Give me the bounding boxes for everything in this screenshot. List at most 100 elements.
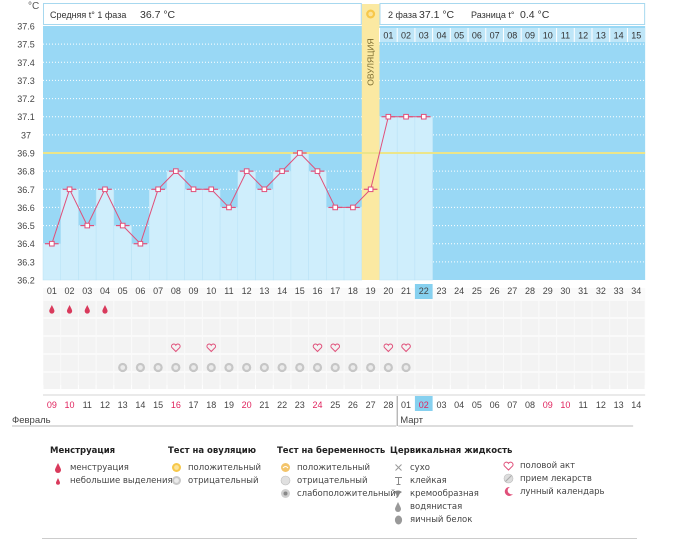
x-tick-label: 08: [171, 286, 181, 296]
date-label: 01: [401, 400, 411, 410]
x-tick-label: 09: [189, 286, 199, 296]
symptom-cell: [468, 355, 486, 371]
temp-bar: [308, 170, 327, 281]
symptom-cell: [167, 373, 185, 389]
symptom-cell: [592, 337, 610, 353]
symptom-rows: [43, 301, 645, 389]
cross-icon: [390, 463, 406, 472]
symptom-cell: [486, 373, 503, 389]
symptom-cell: [256, 337, 273, 353]
symptom-cell: [379, 301, 397, 317]
symptom-cell: [78, 337, 96, 353]
symptom-cell: [574, 337, 592, 353]
symptom-cell: [592, 373, 610, 389]
symptom-cell: [468, 373, 486, 389]
x-tick-label: 30: [560, 286, 570, 296]
symptom-cell: [503, 301, 521, 317]
symptom-cell: [450, 355, 468, 371]
x-tick-label: 28: [525, 286, 535, 296]
temp-point: [173, 168, 179, 174]
date-label: 02: [419, 400, 429, 410]
temp-point: [49, 240, 55, 247]
chart-gridlines: [43, 43, 646, 263]
phase1-box: [43, 3, 362, 25]
date-label: 12: [596, 400, 606, 410]
symptom-cell: [539, 319, 557, 335]
symptom-cell: [43, 319, 61, 335]
date-label: 14: [631, 400, 641, 410]
phase2-day-label: 05: [454, 31, 464, 41]
moon-icon: [500, 486, 516, 497]
ovulation-band: [361, 4, 380, 280]
temp-point: [420, 113, 427, 120]
temp-point: [102, 186, 108, 193]
pregnancy-positive-icon: [277, 462, 293, 473]
y-tick-label: 36.4: [17, 239, 35, 249]
x-tick-label: 16: [312, 286, 322, 296]
temp-bar: [78, 225, 97, 281]
date-label: 15: [153, 400, 163, 410]
symptom-cell: [362, 337, 379, 353]
symptom-cell: [344, 337, 362, 353]
symptom-cell: [557, 301, 574, 317]
date-label: 03: [436, 400, 446, 410]
temp-point: [403, 113, 409, 120]
legend-item: отрицательный: [277, 474, 396, 487]
ovulation-label: ОВУЛЯЦИЯ: [366, 38, 376, 85]
temp-bar: [202, 189, 221, 281]
phase2-day-label: 08: [507, 31, 517, 41]
legend-label: сухо: [410, 462, 430, 473]
symptom-cell: [202, 301, 220, 317]
legend-title: Цервикальная жидкость: [390, 446, 513, 456]
heart-icon: [500, 461, 516, 471]
ovulation-test-negative-core: [332, 365, 338, 370]
symptom-cell: [220, 301, 238, 317]
legend-title: Тест на овуляцию: [168, 446, 257, 456]
x-tick-label: 04: [100, 286, 110, 296]
symptom-cell: [450, 337, 468, 353]
ovulation-test-negative-core: [155, 365, 161, 370]
symptom-cell: [185, 373, 202, 389]
ovulation-test-negative-core: [403, 365, 409, 370]
legend-item: половой акт: [500, 459, 605, 472]
ovulation-test-negative-core: [244, 365, 250, 370]
date-label: 07: [507, 400, 517, 410]
y-tick-label: 37.6: [17, 22, 35, 32]
legend-label: слабоположительный: [297, 488, 396, 499]
legend-label: яичный белок: [410, 514, 473, 525]
heart-icon: [383, 343, 394, 353]
legend-item: лунный календарь: [500, 485, 605, 498]
symptom-cell: [627, 301, 645, 317]
legend-cervical-fluid: Цервикальная жидкость сухо клейкая кремо…: [390, 446, 512, 526]
temp-point: [296, 150, 303, 156]
symptom-cell: [574, 319, 592, 335]
phase2-value: 37.1 °C: [419, 9, 455, 21]
date-label: 22: [277, 400, 287, 410]
symptom-cell: [521, 373, 539, 389]
temp-point: [66, 186, 73, 193]
y-tick-label: 36.9: [17, 149, 35, 159]
symptom-cell: [132, 319, 149, 335]
legend-label: отрицательный: [297, 475, 368, 486]
x-tick-label: 01: [47, 286, 57, 296]
symptom-cell: [415, 355, 433, 371]
date-row: 09 10 11 12 13 14 15 16 17 18 19 20 21 22 23 24 25 26 27 28…: [12, 394, 646, 427]
temp-bar: [149, 189, 168, 281]
symptom-cell: [78, 373, 96, 389]
menstruation-drop-icon: [49, 305, 55, 314]
phase2-day-label: 09: [525, 31, 535, 41]
temp-point: [137, 240, 144, 247]
symptom-cell: [486, 319, 503, 335]
symptom-cell: [574, 301, 592, 317]
menstruation-drop-icon: [66, 305, 73, 314]
phase2-day-label: 03: [419, 31, 429, 41]
symptom-cell: [415, 301, 433, 317]
temp-point: [119, 222, 126, 229]
date-label: 28: [383, 400, 393, 410]
symptom-cell: [167, 301, 185, 317]
legend-menstruation: Менструация менструация небольшие выделе…: [50, 446, 173, 487]
x-tick-label: 25: [472, 286, 482, 296]
date-label: 19: [224, 400, 234, 410]
legend-item: менструация: [50, 461, 173, 474]
phase2-title: 2 фаза: [388, 10, 417, 20]
